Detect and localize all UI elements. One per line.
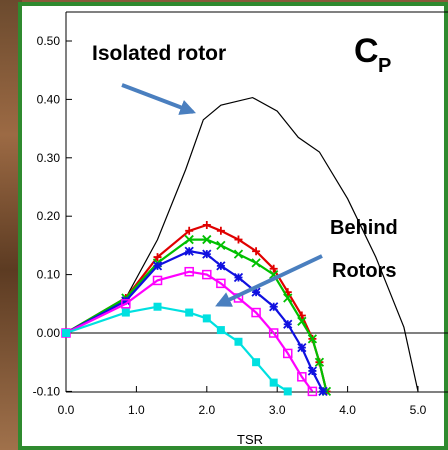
data-point: [216, 240, 226, 251]
data-point: [251, 307, 261, 318]
data-point: [202, 249, 212, 259]
data-point: [216, 226, 225, 235]
data-point: [121, 299, 131, 309]
data-point: [233, 249, 244, 259]
data-point: [252, 358, 261, 367]
background-photo-strip: [0, 0, 22, 450]
data-point: [184, 266, 194, 277]
data-point: [297, 372, 307, 382]
y-tick-label: 0.20: [37, 209, 61, 223]
data-point: [202, 234, 212, 245]
data-point: [121, 308, 130, 317]
y-tick-label: 0.40: [37, 92, 61, 106]
x-tick-label: 3.0: [269, 403, 286, 417]
y-tick-label: -0.10: [33, 384, 61, 398]
x-tick-label: 1.0: [128, 403, 145, 417]
data-point: [152, 275, 163, 286]
data-point: [268, 328, 279, 338]
chart-panel: [18, 2, 448, 450]
x-axis-title: TSR: [237, 432, 263, 447]
data-point: [202, 220, 211, 229]
data-point: [184, 234, 194, 245]
y-tick-label: 0.30: [37, 151, 61, 165]
x-tick-label: 4.0: [339, 403, 356, 417]
x-tick-label: 5.0: [410, 403, 427, 417]
series-1: [62, 220, 331, 396]
data-point: [307, 334, 318, 344]
behind-rotors-arrow: [215, 254, 323, 307]
x-tick-label: 2.0: [198, 403, 215, 417]
data-point: [307, 366, 318, 376]
x-tick-label: 0.0: [58, 403, 75, 417]
data-point: [234, 235, 243, 244]
isolated-rotor-arrow: [121, 83, 196, 115]
series-group: [61, 96, 419, 397]
series-4: [61, 266, 318, 397]
y-tick-label: 0.50: [37, 34, 61, 48]
data-point: [251, 258, 261, 268]
y-tick-label: 0.00: [37, 326, 61, 340]
data-point: [234, 337, 243, 346]
series-5: [62, 302, 292, 396]
data-point: [297, 316, 307, 326]
data-point: [185, 308, 194, 317]
data-point: [269, 302, 279, 312]
data-point: [252, 247, 261, 256]
series-line: [65, 305, 289, 393]
series-line: [65, 96, 419, 392]
series-0: [65, 96, 419, 392]
data-point: [233, 272, 244, 283]
data-point: [185, 226, 194, 235]
data-point: [283, 348, 293, 359]
data-point: [283, 293, 293, 303]
data-point: [216, 261, 226, 271]
behind-rotors-annotation-line1: Behind: [330, 217, 398, 239]
cp-label-subscript: P: [378, 55, 391, 77]
data-point: [283, 319, 293, 329]
data-point: [251, 287, 261, 297]
y-tick-label: 0.10: [37, 268, 61, 282]
behind-rotors-annotation-line2: Rotors: [332, 260, 396, 282]
cp-label-main: C: [354, 32, 379, 70]
data-point: [297, 342, 307, 353]
data-point: [153, 253, 162, 262]
series-line: [65, 270, 314, 393]
data-point: [318, 386, 328, 397]
data-point: [314, 357, 325, 367]
data-point: [121, 296, 131, 306]
data-point: [269, 378, 278, 387]
data-point: [283, 387, 292, 396]
data-point: [216, 326, 225, 335]
data-point: [184, 246, 194, 256]
data-point: [202, 269, 212, 280]
data-point: [153, 302, 162, 311]
data-point: [152, 261, 163, 271]
data-point: [202, 314, 211, 323]
data-point: [269, 264, 278, 273]
isolated-rotor-annotation: Isolated rotor: [92, 42, 226, 65]
series-line: [65, 223, 328, 392]
data-point: [62, 329, 70, 337]
data-point: [307, 386, 318, 397]
data-point: [216, 278, 226, 289]
